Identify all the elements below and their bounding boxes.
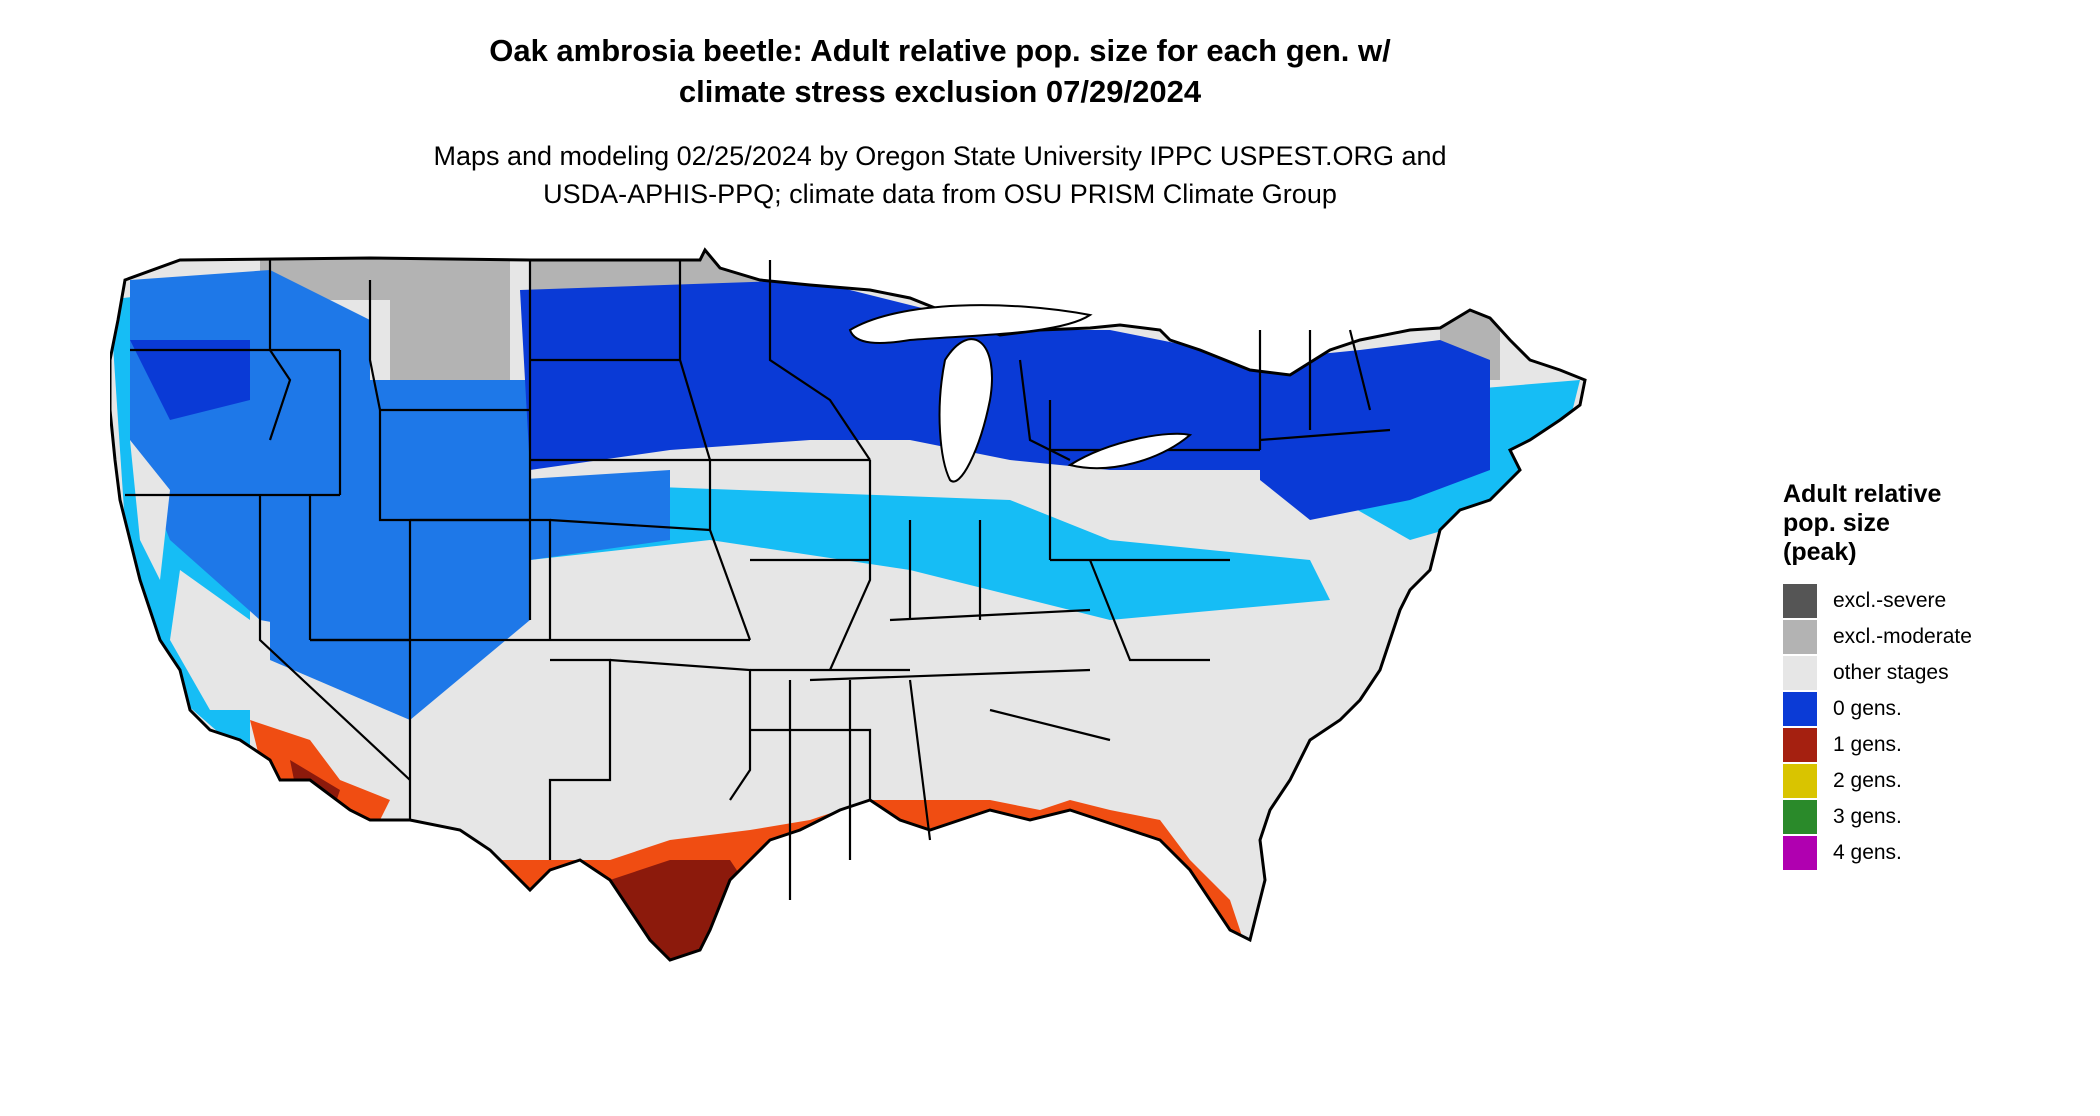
map-subtitle-line-2: USDA-APHIS-PPQ; climate data from OSU PR…: [543, 179, 1337, 209]
legend-item-excl-severe: excl.-severe: [1783, 583, 2083, 619]
legend-item-4-gens: 4 gens.: [1783, 835, 2083, 871]
boundary-ok-tx: [548, 658, 612, 860]
legend-label-4-gens: 4 gens.: [1833, 841, 1902, 864]
boundary-michigan: [1018, 359, 1071, 461]
boundary-il: [828, 460, 872, 671]
legend-item-other-stages: other stages: [1783, 655, 2083, 691]
legend-label-0-gens: 0 gens.: [1833, 697, 1902, 720]
boundary-nh-me: [1348, 329, 1372, 411]
legend-swatch-4-gens: [1783, 836, 1817, 870]
zero-gens-light-central-band: [470, 480, 1330, 620]
lake-michigan: [938, 338, 993, 483]
legend-swatch-excl-moderate: [1783, 620, 1817, 654]
lake-erie: [1067, 432, 1193, 470]
lake-superior: [848, 304, 1093, 344]
legend-title: Adult relative pop. size (peak): [1783, 480, 2083, 567]
legend-title-line-1: Adult relative: [1783, 480, 1942, 508]
map-fill-layers: [110, 250, 1580, 960]
map-subtitle-line-1: Maps and modeling 02/25/2024 by Oregon S…: [433, 141, 1447, 171]
legend-swatch-1-gens: [1783, 728, 1817, 762]
legend-title-line-3: (peak): [1783, 538, 1857, 566]
boundary-ma: [1259, 428, 1391, 442]
state-boundaries: [125, 260, 1391, 900]
legend-swatch-0-gens: [1783, 692, 1817, 726]
boundary-ga: [908, 679, 932, 841]
legend-item-2-gens: 2 gens.: [1783, 763, 2083, 799]
zero-gens-dark-north-central: [520, 280, 1490, 470]
map-title-line-2: climate stress exclusion 07/29/2024: [678, 74, 1202, 109]
legend-label-2-gens: 2 gens.: [1833, 769, 1902, 792]
zero-gens-mid-great-basin: [270, 380, 530, 720]
legend-label-1-gens: 1 gens.: [1833, 733, 1902, 756]
legend-label-excl-moderate: excl.-moderate: [1833, 625, 1972, 648]
boundary-ne-ks: [549, 518, 711, 532]
legend-label-3-gens: 3 gens.: [1833, 805, 1902, 828]
map-title-line-1: Oak ambrosia beetle: Adult relative pop.…: [489, 33, 1391, 68]
legend-swatch-other-stages: [1783, 656, 1817, 690]
zero-gens-dark-washington: [130, 340, 250, 420]
boundary-tn-south: [809, 668, 1091, 682]
other-stages-california-valley: [170, 570, 260, 710]
legend-item-0-gens: 0 gens.: [1783, 691, 2083, 727]
boundary-ky-tn: [889, 608, 1091, 622]
us-map-svg: [108, 248, 1587, 962]
boundary-id-mt: [368, 280, 382, 411]
one-gen-dark-texas: [610, 860, 750, 960]
legend-swatch-excl-severe: [1783, 584, 1817, 618]
map-title: Oak ambrosia beetle: Adult relative pop.…: [0, 30, 1880, 112]
boundary-mn-wi: [768, 260, 871, 461]
zero-gens-dark-northeast: [1260, 360, 1490, 520]
legend-item-excl-moderate: excl.-moderate: [1783, 619, 2083, 655]
map-subtitle: Maps and modeling 02/25/2024 by Oregon S…: [0, 137, 1880, 213]
boundary-wa-id: [268, 260, 292, 441]
other-stages-oregon-coast: [130, 440, 170, 580]
legend-label-other-stages: other stages: [1833, 661, 1949, 684]
legend-swatch-2-gens: [1783, 764, 1817, 798]
legend-label-excl-severe: excl.-severe: [1833, 589, 1947, 612]
legend: Adult relative pop. size (peak) excl.-se…: [1783, 480, 2083, 871]
legend-item-3-gens: 3 gens.: [1783, 799, 2083, 835]
boundary-ca-nv: [258, 495, 411, 781]
boundary-va-nc: [1088, 559, 1210, 662]
us-map: [108, 240, 1770, 1090]
boundary-ok: [609, 658, 752, 801]
legend-title-line-2: pop. size: [1783, 509, 1890, 537]
boundary-nc-sc: [989, 708, 1111, 742]
legend-swatch-3-gens: [1783, 800, 1817, 834]
legend-item-1-gens: 1 gens.: [1783, 727, 2083, 763]
